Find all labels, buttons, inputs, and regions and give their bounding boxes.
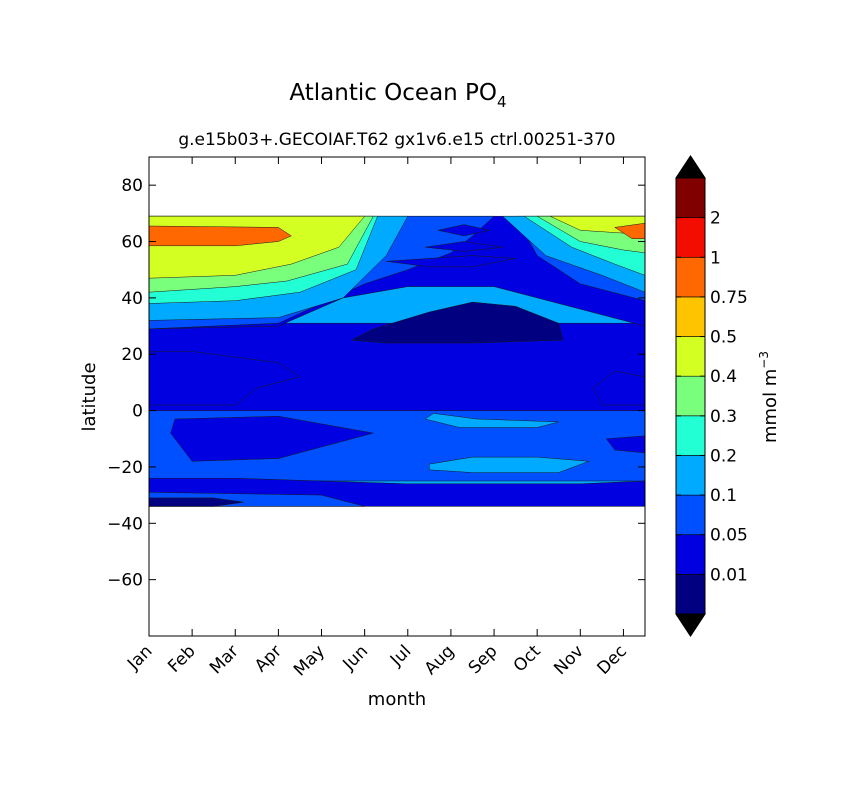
x-tick-label: Sep <box>465 641 502 678</box>
colorbar-tick-label: 0.5 <box>710 328 737 348</box>
contour-region-south-mid-blue <box>170 415 374 462</box>
colorbar-segment <box>675 217 706 258</box>
colorbar-tick-label: 0.2 <box>710 446 737 466</box>
y-tick-label: −40 <box>107 514 143 534</box>
x-tick-label: Aug <box>421 641 459 679</box>
y-tick-label: −60 <box>107 571 143 591</box>
contour-region-north-low-band-middle <box>385 255 516 268</box>
colorbar-over-triangle <box>675 155 706 179</box>
contour-region-south-deep-patch <box>149 497 245 507</box>
contour-region-equatorial-right-blue <box>605 435 645 454</box>
colorbar-tick-label: 0.4 <box>710 367 737 387</box>
plot-area: Jan Feb Mar Apr May Jun Jul Aug Sep Oct Nov Dec −60… <box>107 156 646 680</box>
colorbar-label-exponent: −3 <box>757 351 771 369</box>
contour-region-south-green-patch <box>429 456 590 473</box>
y-tick-label: 40 <box>121 289 143 309</box>
y-tick-label: 60 <box>121 233 143 253</box>
plot-frame <box>148 156 646 637</box>
x-tick-label: Dec <box>594 641 631 678</box>
colorbar: 0.01 0.05 0.1 0.2 0.3 0.4 0.5 0.75 1 2 <box>675 155 748 637</box>
colorbar-tick-label: 2 <box>710 209 721 229</box>
contour-region-north-red-right <box>614 222 645 239</box>
colorbar-tick-label: 0.75 <box>710 288 748 308</box>
colorbar-tick-label: 0.3 <box>710 407 737 427</box>
y-axis-label: latitude <box>79 362 100 431</box>
y-tick-label: 0 <box>132 402 143 422</box>
colorbar-segment <box>675 336 706 377</box>
contour-region-north-low-patch-upper <box>437 224 490 237</box>
colorbar-segment <box>675 256 706 298</box>
y-tick-label: 20 <box>121 345 143 365</box>
chart-title-base: Atlantic Ocean PO <box>289 80 497 106</box>
x-tick-label: Nov <box>550 641 588 679</box>
contour-region-north-low-patch-mid <box>424 241 503 252</box>
colorbar-segment <box>675 455 706 496</box>
colorbar-label-base: mmol m <box>760 369 781 443</box>
colorbar-outline <box>675 155 706 637</box>
x-tick-label: Jan <box>123 641 156 674</box>
colorbar-tick-label: 1 <box>710 248 721 268</box>
contour-region-north-deep-core <box>351 301 564 344</box>
colorbar-tick-label: 0.01 <box>710 565 748 585</box>
chart-title-subscript: 4 <box>497 93 507 111</box>
colorbar-segment <box>675 534 706 575</box>
x-tick-label: Apr <box>251 641 286 676</box>
x-tick-label: May <box>290 641 329 680</box>
x-tick-label: Mar <box>206 641 243 678</box>
x-tick-label: Feb <box>164 641 199 676</box>
x-axis-label: month <box>368 689 426 710</box>
chart-subtitle: g.e15b03+.GECOIAF.T62 gx1v6.e15 ctrl.002… <box>178 130 615 150</box>
colorbar-label: mmol m−3 <box>757 351 781 443</box>
x-tick-label: Jul <box>386 641 415 670</box>
contour-fill-group <box>149 215 645 507</box>
colorbar-segment <box>675 494 706 536</box>
colorbar-segment <box>675 296 706 337</box>
chart-title: Atlantic Ocean PO4 <box>289 80 506 111</box>
contour-region-north-low-left <box>149 351 301 406</box>
x-tick-label: Jun <box>339 641 373 675</box>
colorbar-tick-label: 0.05 <box>710 526 748 546</box>
contour-region-north-deep-band <box>149 322 645 411</box>
x-tick-label: Oct <box>510 641 545 676</box>
y-tick-label: −20 <box>107 458 143 478</box>
contour-region-north-low-right <box>592 370 645 406</box>
y-axis: −60 −40 −20 0 20 40 60 80 <box>107 176 645 591</box>
contour-region-equator-green-strip <box>424 413 559 428</box>
colorbar-tick-label: 0.1 <box>710 486 737 506</box>
contour-region-north-red-left <box>149 225 292 247</box>
colorbar-segment <box>675 574 706 615</box>
colorbar-under-triangle <box>675 613 706 637</box>
colorbar-segment <box>675 415 706 456</box>
colorbar-segment <box>675 177 706 218</box>
y-tick-label: 80 <box>121 176 143 196</box>
colorbar-segment <box>675 375 706 417</box>
